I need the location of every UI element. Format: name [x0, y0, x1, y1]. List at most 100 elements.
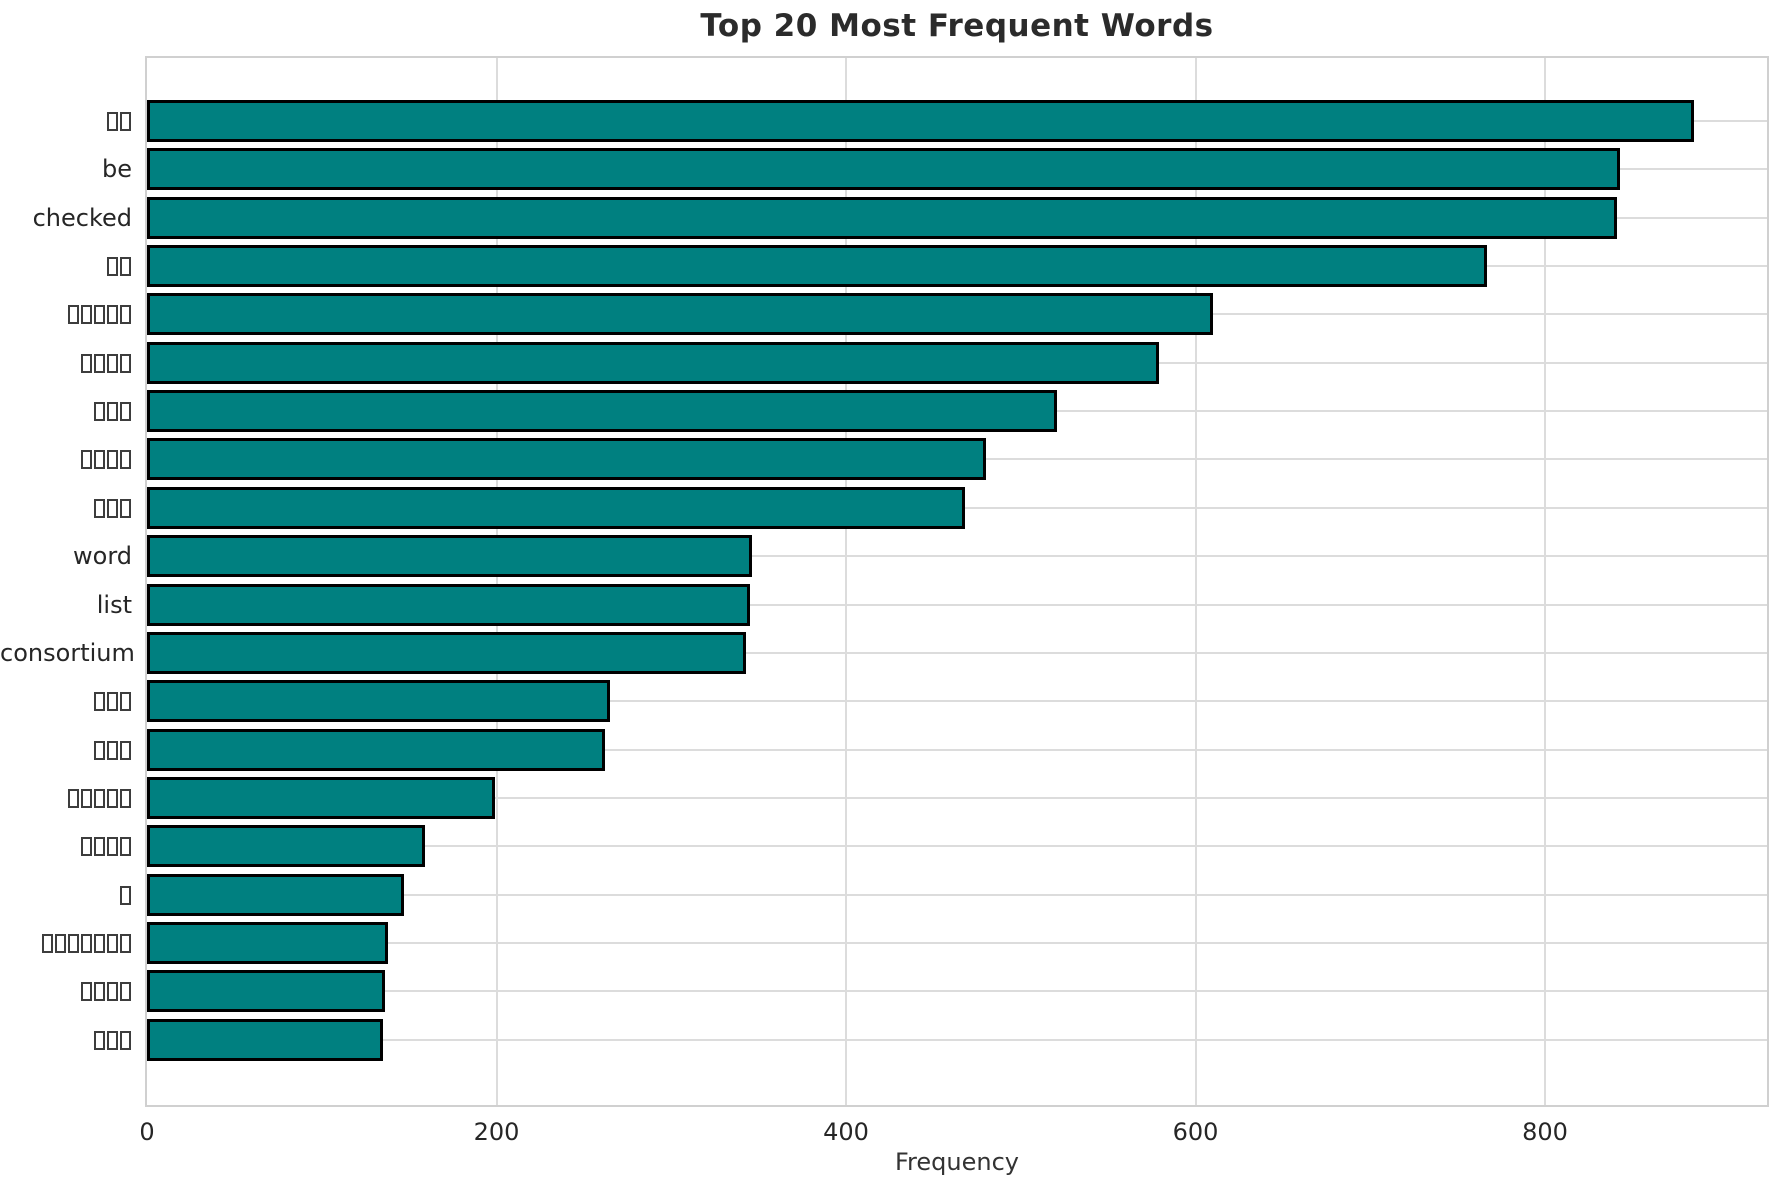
missing-glyph-box: [81, 305, 92, 325]
gridline-row: [147, 1038, 1767, 1041]
missing-glyph-box: [120, 498, 131, 518]
missing-glyph-box: [107, 257, 118, 277]
bar-6: [147, 390, 1058, 433]
missing-glyph-box: [94, 498, 105, 518]
y-category-label-12: [0, 680, 132, 722]
missing-glyph-box: [120, 305, 131, 325]
bar-2: [147, 196, 1617, 239]
bar-10: [147, 583, 750, 626]
missing-glyph-box: [120, 885, 131, 905]
missing-glyph-box: [94, 305, 105, 325]
gridline-x-200: [495, 58, 498, 1105]
missing-glyph-box: [120, 402, 131, 422]
missing-glyph-box: [120, 353, 131, 373]
y-axis-labels: be checked word list consortium: [0, 58, 137, 1105]
y-category-label-2: checked: [32, 203, 132, 232]
y-category-label-6: [0, 390, 132, 432]
gridline-row: [147, 893, 1767, 896]
gridline-row: [147, 555, 1767, 558]
missing-glyph-box: [120, 692, 131, 712]
missing-glyph-box: [107, 788, 118, 808]
missing-glyph-box: [94, 933, 105, 953]
missing-glyph-box: [81, 982, 92, 1002]
bar-8: [147, 486, 965, 529]
missing-glyph-box: [107, 837, 118, 857]
missing-glyph-box: [107, 1030, 118, 1050]
y-category-label-1: be: [102, 155, 132, 184]
plot-area: [145, 56, 1769, 1107]
y-category-label-5: [0, 342, 132, 384]
bar-11: [147, 631, 747, 674]
y-category-label-8: [0, 487, 132, 529]
missing-glyph-box: [68, 305, 79, 325]
y-category-label-11: consortium: [0, 638, 135, 667]
missing-glyph-box: [81, 788, 92, 808]
missing-glyph-box: [107, 692, 118, 712]
bar-16: [147, 873, 404, 916]
bar-3: [147, 245, 1488, 288]
missing-glyph-box: [107, 305, 118, 325]
gridline-row: [147, 796, 1767, 799]
bar-12: [147, 680, 611, 723]
bar-1: [147, 148, 1621, 191]
missing-glyph-box: [94, 692, 105, 712]
x-tick-label-800: 800: [1522, 1118, 1568, 1146]
x-tick-label-600: 600: [1172, 1118, 1219, 1146]
missing-glyph-box: [81, 450, 92, 470]
missing-glyph-box: [94, 982, 105, 1002]
missing-glyph-box: [94, 353, 105, 373]
missing-glyph-box: [81, 353, 92, 373]
missing-glyph-box: [120, 257, 131, 277]
y-category-label-17: [0, 922, 132, 964]
y-category-label-14: [0, 777, 132, 819]
x-tick-label-200: 200: [473, 1118, 520, 1146]
missing-glyph-box: [94, 837, 105, 857]
missing-glyph-box: [107, 933, 118, 953]
bar-13: [147, 728, 605, 771]
missing-glyph-box: [120, 933, 131, 953]
bar-0: [147, 100, 1694, 142]
y-category-label-15: [0, 825, 132, 867]
missing-glyph-box: [120, 112, 131, 131]
y-category-label-0: [0, 100, 132, 142]
missing-glyph-box: [107, 450, 118, 470]
gridline-row: [147, 651, 1767, 654]
y-category-label-19: [0, 1019, 132, 1061]
x-axis-label: Frequency: [895, 1148, 1019, 1176]
missing-glyph-box: [94, 450, 105, 470]
missing-glyph-box: [107, 982, 118, 1002]
missing-glyph-box: [120, 837, 131, 857]
bar-4: [147, 293, 1214, 336]
missing-glyph-box: [42, 933, 53, 953]
y-category-label-10: list: [96, 590, 132, 619]
gridline-row: [147, 700, 1767, 703]
y-category-label-13: [0, 729, 132, 771]
missing-glyph-box: [94, 1030, 105, 1050]
bar-15: [147, 825, 425, 868]
chart-title: Top 20 Most Frequent Words: [700, 8, 1214, 44]
x-tick-label-0: 0: [139, 1118, 155, 1146]
missing-glyph-box: [94, 402, 105, 422]
missing-glyph-box: [68, 788, 79, 808]
missing-glyph-box: [68, 933, 79, 953]
missing-glyph-box: [107, 740, 118, 760]
gridline-x-400: [845, 58, 848, 1105]
missing-glyph-box: [81, 933, 92, 953]
gridline-row: [147, 748, 1767, 751]
bar-9: [147, 535, 752, 578]
bar-5: [147, 341, 1159, 384]
missing-glyph-box: [55, 933, 66, 953]
missing-glyph-box: [107, 353, 118, 373]
missing-glyph-box: [120, 450, 131, 470]
y-category-label-18: [0, 970, 132, 1012]
bar-18: [147, 970, 385, 1013]
missing-glyph-box: [120, 982, 131, 1002]
missing-glyph-box: [120, 1030, 131, 1050]
gridline-row: [147, 990, 1767, 993]
y-category-label-7: [0, 438, 132, 480]
bar-7: [147, 438, 986, 481]
missing-glyph-box: [107, 402, 118, 422]
missing-glyph-box: [107, 498, 118, 518]
missing-glyph-box: [81, 837, 92, 857]
